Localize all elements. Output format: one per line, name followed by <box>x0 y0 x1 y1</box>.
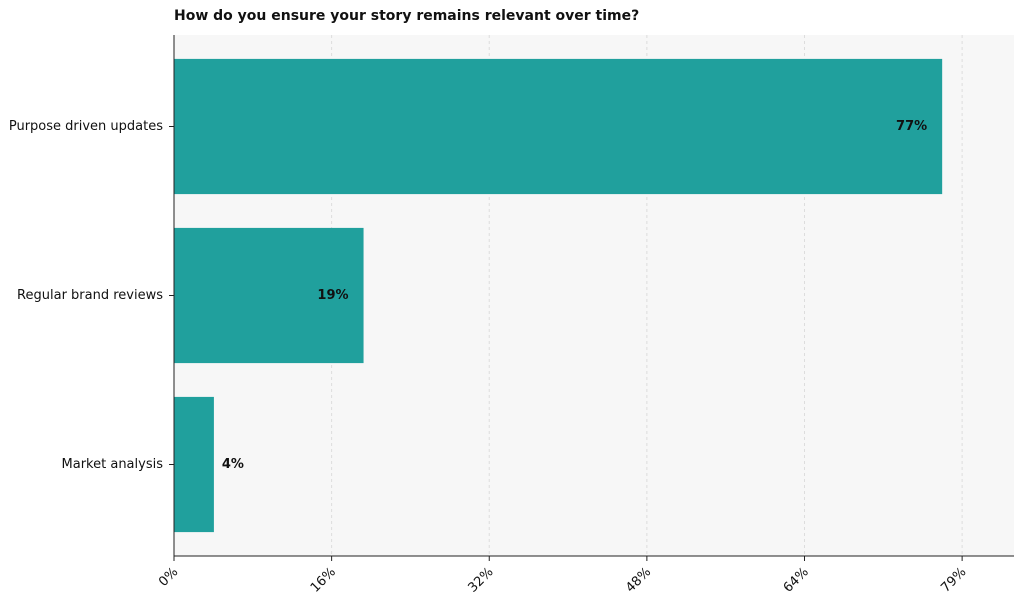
y-tick-label: Regular brand reviews <box>17 288 163 303</box>
y-tick-label: Purpose driven updates <box>9 119 163 134</box>
x-tick-label: 48% <box>623 565 654 596</box>
x-tick-label: 32% <box>466 565 497 596</box>
bar <box>174 396 214 533</box>
x-tick-label: 79% <box>938 565 969 596</box>
x-tick-label: 64% <box>781 565 812 596</box>
bar <box>174 227 364 364</box>
x-tick-label: 16% <box>308 565 339 596</box>
y-tick-label: Market analysis <box>62 457 164 472</box>
data-label: 77% <box>896 119 927 134</box>
data-label: 4% <box>222 457 244 472</box>
bar <box>174 58 943 195</box>
data-label: 19% <box>317 288 348 303</box>
chart-title: How do you ensure your story remains rel… <box>174 8 639 24</box>
x-tick-label: 0% <box>156 565 181 590</box>
